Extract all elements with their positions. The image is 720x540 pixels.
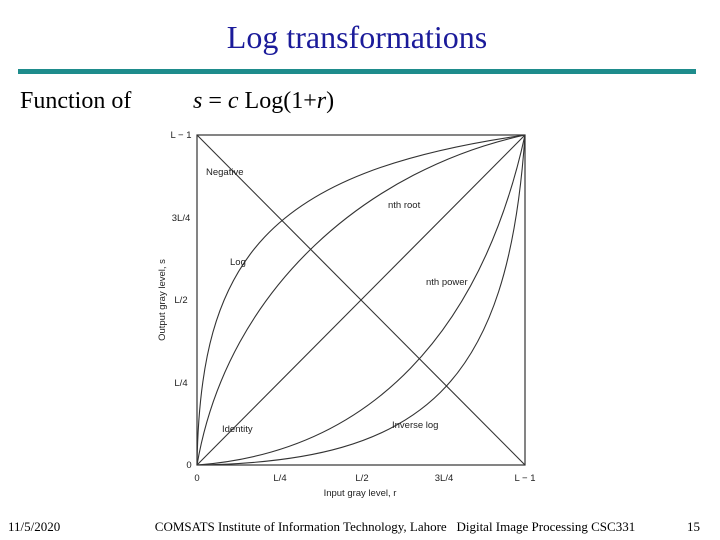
slide-title: Log transformations — [227, 19, 487, 55]
y-tick-label: L/4 — [174, 378, 187, 389]
inverse-log-curve — [196, 134, 526, 466]
footer-center: COMSATS Institute of Information Technol… — [155, 519, 635, 534]
x-tick-label: L/2 — [355, 473, 368, 484]
log-curve — [196, 134, 526, 466]
curve-label: nth power — [426, 277, 468, 288]
formula-part: = — [202, 88, 228, 114]
x-axis-title: Input gray level, r — [324, 488, 397, 499]
formula: s = c Log(1+r) — [193, 88, 334, 114]
footer-page: 15 — [687, 519, 700, 534]
formula-part: s — [193, 88, 202, 114]
x-tick-label: 0 — [194, 473, 199, 484]
figure: L − 1 3L/4 L/2 L/4 0 0 L/4 L/2 3L/4 L − … — [157, 130, 536, 499]
formula-part: c — [228, 88, 239, 114]
negative-curve — [196, 134, 526, 466]
y-tick-label: L − 1 — [170, 130, 191, 141]
x-tick-label: L − 1 — [514, 473, 535, 484]
x-tick-label: 3L/4 — [435, 473, 454, 484]
y-tick-label: L/2 — [174, 295, 187, 306]
y-tick-label: 3L/4 — [172, 213, 191, 224]
y-tick-label: 0 — [186, 460, 191, 471]
curve-label: Negative — [206, 167, 244, 178]
curve-label: nth root — [388, 200, 421, 211]
title-rule — [18, 69, 696, 74]
formula-part: ) — [326, 88, 334, 114]
curve-label: Inverse log — [392, 420, 438, 431]
formula-part: Log(1+ — [239, 88, 317, 114]
footer-date: 11/5/2020 — [8, 519, 60, 534]
nth-root-curve — [196, 134, 526, 466]
lead-text: Function of — [20, 88, 131, 114]
curve-label: Identity — [222, 424, 253, 435]
plot-frame — [196, 134, 526, 466]
nth-power-curve — [196, 134, 526, 466]
curve-label: Log — [230, 257, 246, 268]
y-axis-title: Output gray level, s — [157, 259, 168, 341]
formula-part: r — [317, 88, 327, 114]
x-tick-label: L/4 — [273, 473, 286, 484]
